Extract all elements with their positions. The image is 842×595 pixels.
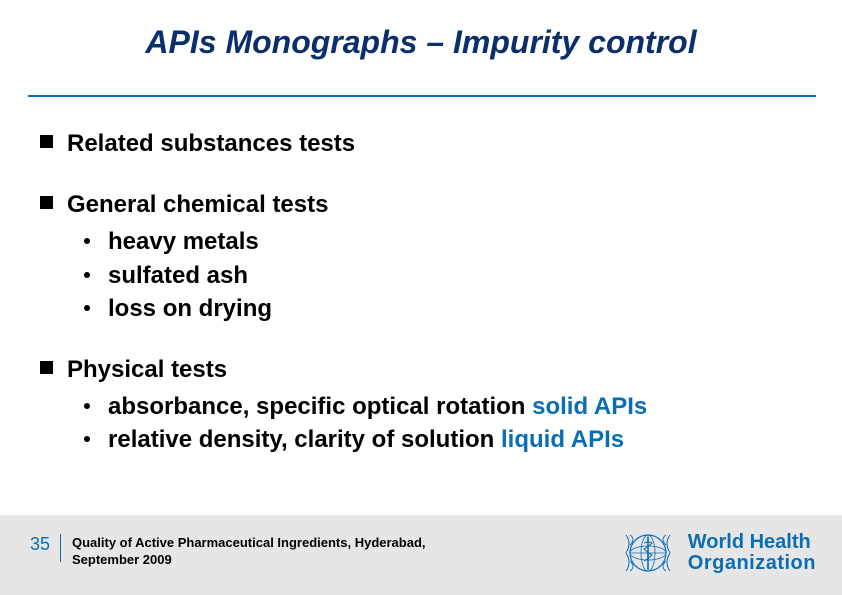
sub-bullet-row: sulfated ash xyxy=(84,260,800,291)
bullet-text: Physical tests xyxy=(67,354,227,385)
bullet-group-1: Related substances tests xyxy=(40,128,800,159)
page-number: 35 xyxy=(30,534,50,555)
sub-text-main: absorbance, specific optical rotation xyxy=(108,393,532,420)
dot-bullet-icon xyxy=(84,436,90,442)
square-bullet-icon xyxy=(40,196,53,209)
square-bullet-icon xyxy=(40,361,53,374)
sub-bullet-row: relative density, clarity of solution li… xyxy=(84,424,800,455)
dot-bullet-icon xyxy=(84,272,90,278)
sub-bullet-row: heavy metals xyxy=(84,226,800,257)
footer-text-line2: September 2009 xyxy=(72,552,172,567)
dot-bullet-icon xyxy=(84,238,90,244)
bullet-row: Physical tests xyxy=(40,354,800,385)
bullet-text: Related substances tests xyxy=(67,128,355,159)
sub-text-accent: liquid APIs xyxy=(501,426,624,453)
who-line1: World Health xyxy=(688,532,816,553)
content-area: Related substances tests General chemica… xyxy=(40,128,800,486)
sub-bullet-text: heavy metals xyxy=(108,226,259,257)
slide-title: APIs Monographs – Impurity control xyxy=(0,24,842,61)
bullet-row: Related substances tests xyxy=(40,128,800,159)
sub-bullet-text: loss on drying xyxy=(108,293,272,324)
title-divider xyxy=(28,95,816,97)
footer-text-line1: Quality of Active Pharmaceutical Ingredi… xyxy=(72,535,426,550)
bullet-row: General chemical tests xyxy=(40,189,800,220)
sub-bullet-row: loss on drying xyxy=(84,293,800,324)
bullet-group-3: Physical tests absorbance, specific opti… xyxy=(40,354,800,456)
bullet-group-2: General chemical tests heavy metals sulf… xyxy=(40,189,800,324)
square-bullet-icon xyxy=(40,135,53,148)
footer: 35 Quality of Active Pharmaceutical Ingr… xyxy=(0,503,842,595)
sub-bullet-row: absorbance, specific optical rotation so… xyxy=(84,391,800,422)
sub-text-main: relative density, clarity of solution xyxy=(108,426,501,453)
dot-bullet-icon xyxy=(84,305,90,311)
slide: APIs Monographs – Impurity control Relat… xyxy=(0,0,842,595)
sub-text-accent: solid APIs xyxy=(532,393,647,420)
who-emblem-icon xyxy=(618,523,678,583)
who-line2: Organization xyxy=(688,553,816,574)
dot-bullet-icon xyxy=(84,403,90,409)
sub-bullet-text: absorbance, specific optical rotation so… xyxy=(108,391,647,422)
who-logo: World Health Organization xyxy=(618,523,816,583)
who-text: World Health Organization xyxy=(688,532,816,574)
page-separator xyxy=(60,534,61,562)
footer-text: Quality of Active Pharmaceutical Ingredi… xyxy=(72,535,426,569)
sub-bullet-text: relative density, clarity of solution li… xyxy=(108,424,624,455)
sub-bullet-text: sulfated ash xyxy=(108,260,248,291)
bullet-text: General chemical tests xyxy=(67,189,328,220)
